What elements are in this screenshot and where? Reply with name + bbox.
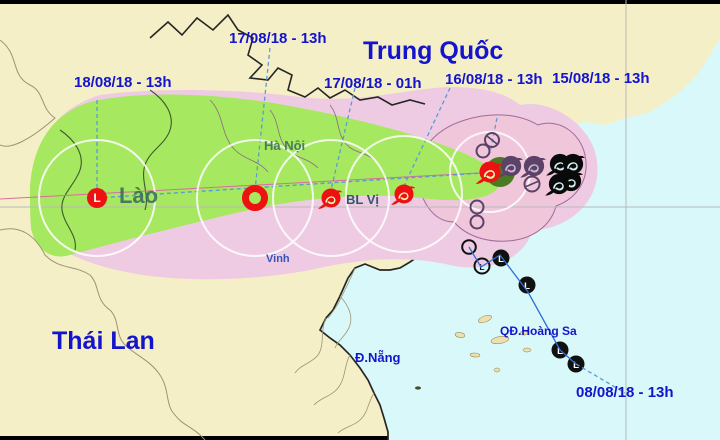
svg-text:Lào: Lào	[119, 183, 158, 208]
svg-text:15/08/18 - 13h: 15/08/18 - 13h	[552, 70, 650, 87]
svg-text:BL Vị: BL Vị	[346, 192, 379, 207]
svg-text:Vinh: Vinh	[266, 253, 290, 265]
svg-text:Đ.Nẵng: Đ.Nẵng	[355, 350, 401, 365]
svg-text:QĐ.Hoàng Sa: QĐ.Hoàng Sa	[500, 324, 577, 338]
svg-text:17/08/18 - 13h: 17/08/18 - 13h	[229, 30, 327, 47]
svg-text:Thái Lan: Thái Lan	[52, 327, 155, 355]
svg-text:08/08/18 - 13h: 08/08/18 - 13h	[576, 384, 674, 401]
svg-text:L: L	[93, 191, 100, 205]
svg-text:Trung Quốc: Trung Quốc	[363, 37, 503, 65]
svg-text:16/08/18 - 13h: 16/08/18 - 13h	[445, 71, 543, 88]
svg-text:Hà Nội: Hà Nội	[264, 138, 305, 153]
svg-text:17/08/18 - 01h: 17/08/18 - 01h	[324, 75, 422, 92]
svg-text:18/08/18 - 13h: 18/08/18 - 13h	[74, 74, 172, 91]
